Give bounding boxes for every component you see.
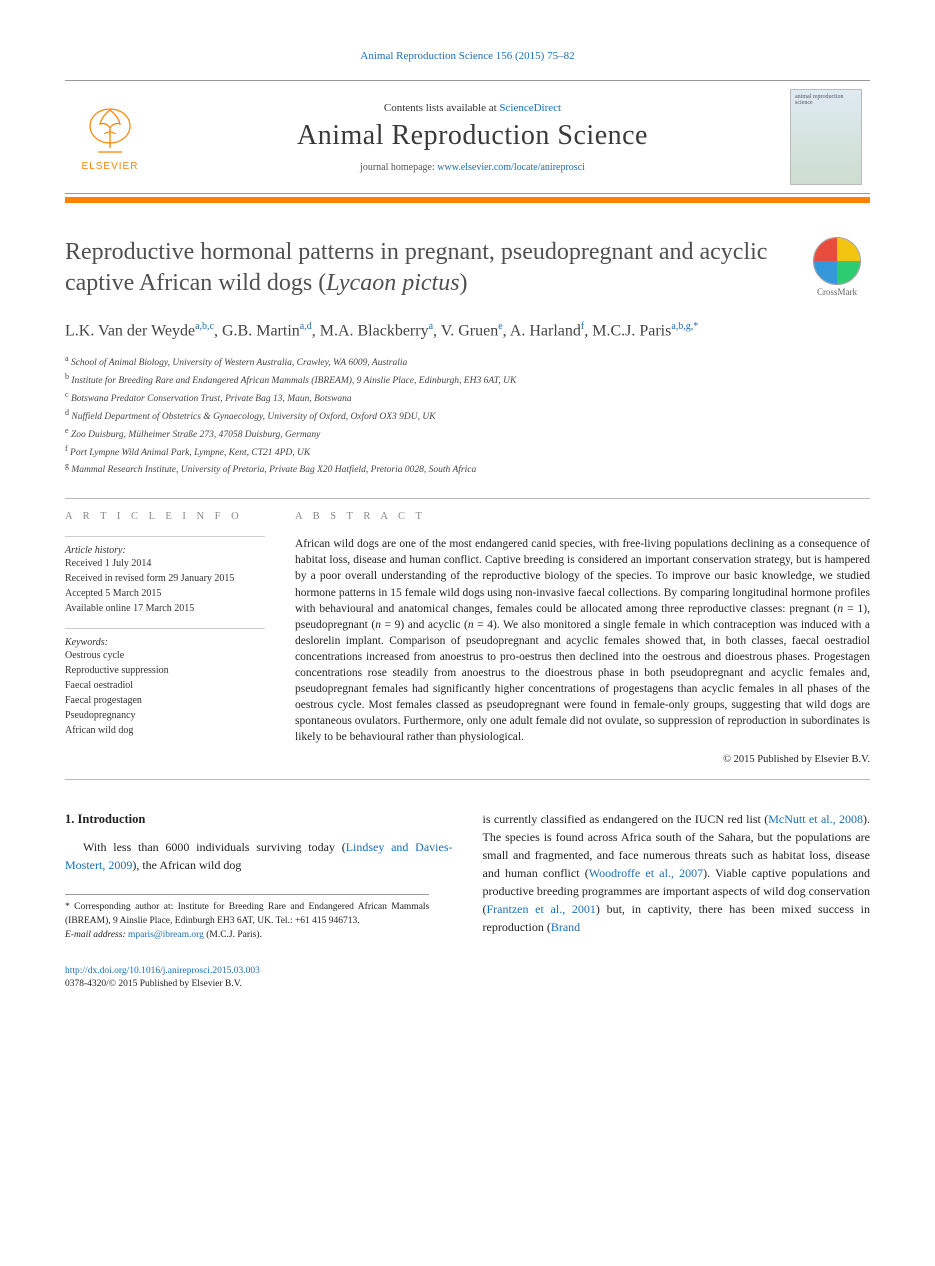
- crossmark-badge[interactable]: CrossMark: [804, 237, 870, 297]
- affil-text: Botswana Predator Conservation Trust, Pr…: [69, 394, 352, 404]
- journal-cover-thumb: animal reproduction science: [790, 89, 870, 185]
- intro-paragraph-cont: is currently classified as endangered on…: [483, 810, 871, 936]
- intro-paragraph: With less than 6000 individuals survivin…: [65, 838, 453, 874]
- history-line: Received 1 July 2014: [65, 556, 265, 571]
- journal-header: ELSEVIER Contents lists available at Sci…: [65, 80, 870, 194]
- contents-available: Contents lists available at ScienceDirec…: [155, 102, 790, 114]
- accent-bar: [65, 197, 870, 203]
- affil-text: School of Animal Biology, University of …: [69, 358, 408, 368]
- issn-line: 0378-4320/© 2015 Published by Elsevier B…: [65, 979, 242, 989]
- author-affil-marker: a,b,c: [195, 321, 214, 332]
- affiliation-line: g Mammal Research Institute, University …: [65, 460, 870, 478]
- ref-link[interactable]: Frantzen et al., 2001: [487, 902, 596, 916]
- article-info: A R T I C L E I N F O Article history: R…: [65, 511, 265, 764]
- right-column: is currently classified as endangered on…: [483, 810, 871, 993]
- divider: [65, 779, 870, 780]
- affiliation-line: c Botswana Predator Conservation Trust, …: [65, 389, 870, 407]
- intro-heading: 1. Introduction: [65, 810, 453, 829]
- citation-link[interactable]: Animal Reproduction Science 156 (2015) 7…: [360, 50, 574, 62]
- author-name: , G.B. Martin: [214, 323, 300, 340]
- affil-text: Institute for Breeding Rare and Endanger…: [69, 376, 516, 386]
- author-affil-marker: a,b,g,*: [671, 321, 698, 332]
- affiliation-line: b Institute for Breeding Rare and Endang…: [65, 371, 870, 389]
- keyword: Oestrous cycle: [65, 648, 265, 663]
- author-name: , M.C.J. Paris: [584, 323, 671, 340]
- publisher-logo: ELSEVIER: [65, 102, 155, 172]
- homepage-link[interactable]: www.elsevier.com/locate/anireprosci: [437, 162, 585, 173]
- keyword: Faecal oestradiol: [65, 678, 265, 693]
- keyword: Pseudopregnancy: [65, 708, 265, 723]
- sciencedirect-link[interactable]: ScienceDirect: [499, 102, 561, 114]
- affiliation-line: d Nuffield Department of Obstetrics & Gy…: [65, 407, 870, 425]
- left-column: 1. Introduction With less than 6000 indi…: [65, 810, 453, 993]
- ref-link[interactable]: Woodroffe et al., 2007: [589, 866, 703, 880]
- journal-homepage: journal homepage: www.elsevier.com/locat…: [155, 162, 790, 173]
- email-line: E-mail address: mparis@ibream.org (M.C.J…: [65, 929, 429, 943]
- keyword: Faecal progestagen: [65, 693, 265, 708]
- running-header: Animal Reproduction Science 156 (2015) 7…: [65, 50, 870, 62]
- elsevier-tree-icon: [80, 102, 140, 162]
- author-name: L.K. Van der Weyde: [65, 323, 195, 340]
- ref-link[interactable]: Brand: [551, 920, 580, 934]
- abstract-copyright: © 2015 Published by Elsevier B.V.: [295, 754, 870, 765]
- affil-text: Nuffield Department of Obstetrics & Gyna…: [69, 412, 436, 422]
- author-name: , V. Gruen: [433, 323, 498, 340]
- history-label: Article history:: [65, 545, 265, 556]
- keyword: African wild dog: [65, 723, 265, 738]
- publisher-name: ELSEVIER: [65, 161, 155, 172]
- crossmark-icon: [813, 237, 861, 285]
- article-title: Reproductive hormonal patterns in pregna…: [65, 237, 784, 298]
- abstract-body: African wild dogs are one of the most en…: [295, 536, 870, 745]
- doi-link[interactable]: http://dx.doi.org/10.1016/j.anireprosci.…: [65, 966, 260, 976]
- affil-text: Port Lympne Wild Animal Park, Lympne, Ke…: [68, 448, 311, 458]
- author-name: , M.A. Blackberry: [312, 323, 429, 340]
- affiliation-line: e Zoo Duisburg, Mülheimer Straße 273, 47…: [65, 425, 870, 443]
- author-list: L.K. Van der Weydea,b,c, G.B. Martina,d,…: [65, 320, 870, 343]
- abstract: A B S T R A C T African wild dogs are on…: [295, 511, 870, 764]
- history-line: Accepted 5 March 2015: [65, 586, 265, 601]
- affil-text: Zoo Duisburg, Mülheimer Straße 273, 4705…: [69, 430, 321, 440]
- abstract-heading: A B S T R A C T: [295, 511, 870, 522]
- email-link[interactable]: mparis@ibream.org: [128, 930, 204, 940]
- affiliation-line: a School of Animal Biology, University o…: [65, 353, 870, 371]
- divider: [65, 498, 870, 499]
- keyword: Reproductive suppression: [65, 663, 265, 678]
- history-line: Available online 17 March 2015: [65, 601, 265, 616]
- author-name: , A. Harland: [503, 323, 581, 340]
- affiliation-line: f Port Lympne Wild Animal Park, Lympne, …: [65, 443, 870, 461]
- affil-text: Mammal Research Institute, University of…: [69, 466, 476, 476]
- body-columns: 1. Introduction With less than 6000 indi…: [65, 810, 870, 993]
- author-affil-marker: a,d: [300, 321, 312, 332]
- doi-footer: http://dx.doi.org/10.1016/j.anireprosci.…: [65, 965, 453, 993]
- affiliations: a School of Animal Biology, University o…: [65, 353, 870, 478]
- keywords-label: Keywords:: [65, 637, 265, 648]
- history-line: Received in revised form 29 January 2015: [65, 571, 265, 586]
- journal-title: Animal Reproduction Science: [155, 120, 790, 152]
- ref-link[interactable]: McNutt et al., 2008: [768, 812, 863, 826]
- corresponding-footnote: * Corresponding author at: Institute for…: [65, 894, 429, 942]
- article-info-heading: A R T I C L E I N F O: [65, 511, 265, 522]
